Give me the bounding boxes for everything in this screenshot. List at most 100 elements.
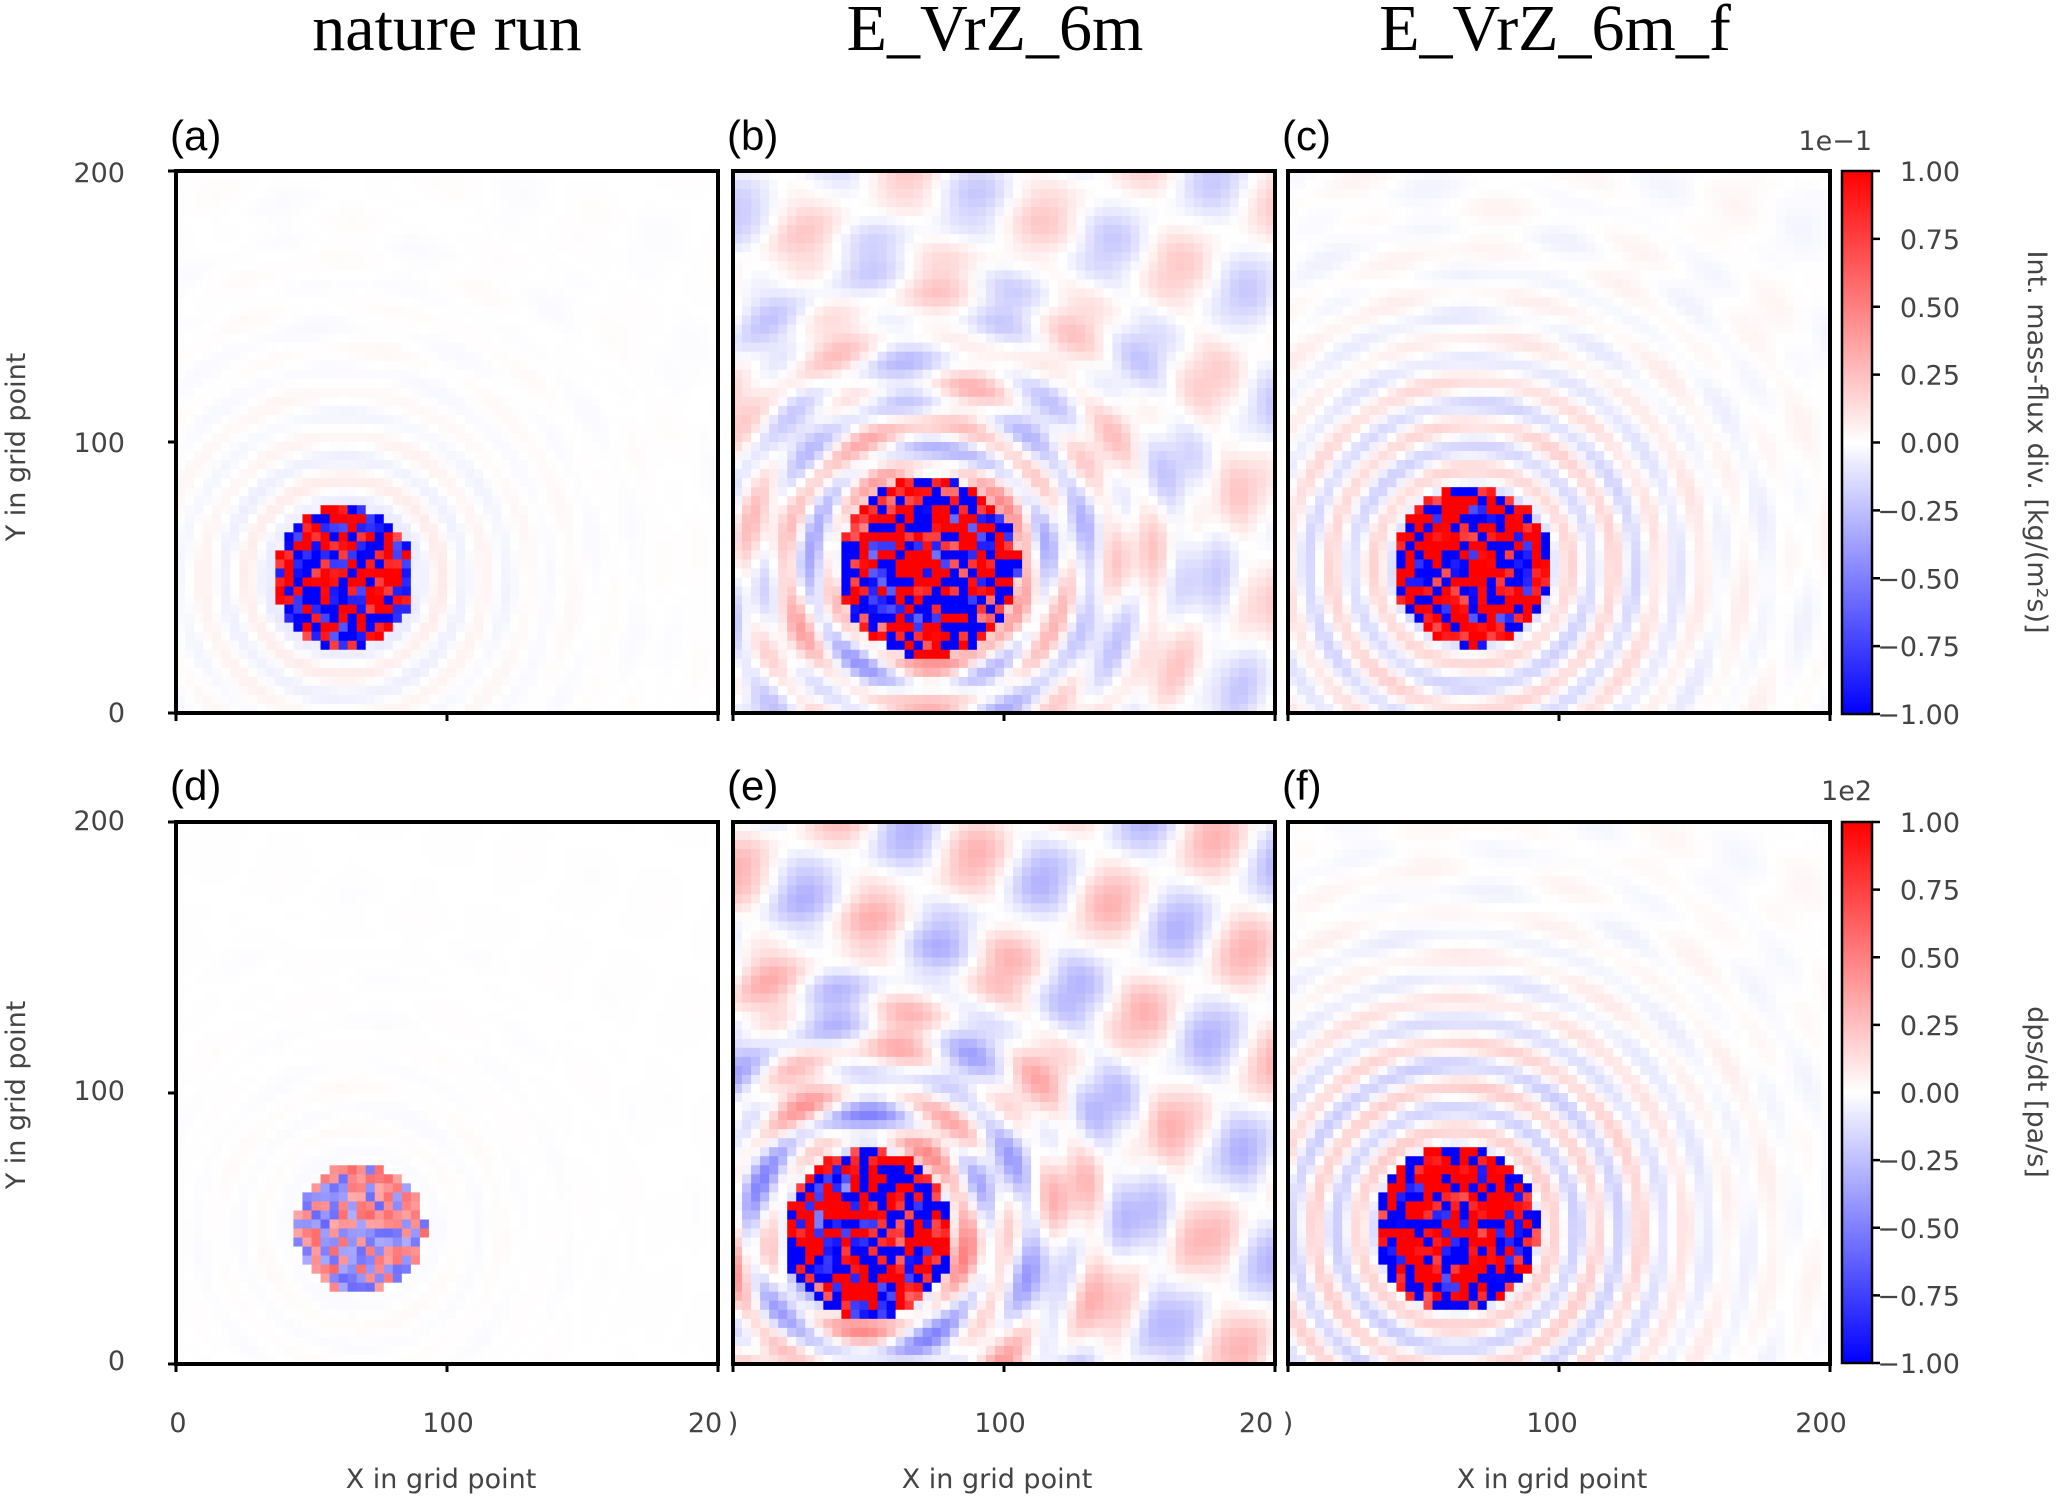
heatmap-cell [194,360,204,371]
heatmap-cell [528,649,538,660]
heatmap-cell [501,207,511,217]
heatmap-cell [1265,279,1276,290]
heatmap-cell [311,252,322,262]
heatmap-cell [221,676,231,687]
heatmap-cell [1067,360,1077,371]
heatmap-cell [329,360,340,371]
heatmap-cell [492,171,502,181]
heatmap-cell [895,261,906,271]
heatmap-cell [320,595,331,606]
heatmap-cell [501,496,511,506]
heatmap-cell [564,180,575,190]
heatmap-cell [510,613,520,624]
heatmap-cell [383,306,394,317]
heatmap-cell [365,577,376,588]
heatmap-cell [1139,189,1150,199]
heatmap-cell [1004,243,1014,253]
heatmap-cell [940,297,951,308]
heatmap-cell [501,559,511,570]
heatmap-cell [185,270,195,280]
heatmap-cell [1256,234,1267,244]
heatmap-cell [904,207,915,217]
heatmap-cell [239,297,249,308]
heatmap-cell [401,414,412,425]
heatmap-cell [778,234,788,244]
heatmap-cell [1247,207,1258,217]
heatmap-cell [203,496,213,506]
heatmap-cell [895,270,906,280]
heatmap-cell [474,252,484,262]
heatmap-cell [1202,333,1213,344]
heatmap-cell [976,261,987,271]
heatmap-cell [1040,333,1050,344]
heatmap-cell [1148,207,1159,217]
heatmap-cell [886,297,897,308]
heatmap-cell [365,568,376,579]
heatmap-cell [239,478,249,488]
heatmap-cell [663,288,674,299]
heatmap-cell [257,216,267,226]
heatmap-cell [293,550,304,561]
heatmap-cell [483,550,493,561]
heatmap-cell [663,432,674,443]
heatmap-cell [895,288,906,299]
heatmap-cell [555,279,566,290]
heatmap-cell [275,496,285,506]
heatmap-cell [347,414,358,425]
heatmap-cell [410,514,421,524]
heatmap-cell [636,676,647,687]
heatmap-cell [428,523,439,533]
heatmap-cell [239,487,249,497]
heatmap-cell [931,288,942,299]
heatmap-cell [699,171,710,181]
heatmap-cell [681,604,692,615]
heatmap-cell [239,577,249,588]
heatmap-cell [176,469,186,479]
heatmap-cell [302,351,313,362]
heatmap-cell [949,324,960,335]
heatmap-cell [519,469,529,479]
heatmap-cell [392,207,403,217]
heatmap-cell [437,613,448,624]
heatmap-cell [708,532,719,542]
heatmap-cell [886,288,897,299]
heatmap-cell [275,541,285,551]
heatmap-cell [419,216,430,226]
heatmap-cell [176,180,186,190]
heatmap-cell [447,640,457,651]
heatmap-cell [456,396,466,407]
heatmap-cell [365,306,376,317]
heatmap-cell [699,216,710,226]
heatmap-cell [465,451,475,461]
heatmap-cell [483,315,493,326]
heatmap-cell [663,541,674,551]
heatmap-cell [447,360,457,371]
heatmap-cell [212,460,222,470]
heatmap-cell [555,423,566,434]
heatmap-cell [338,667,349,678]
heatmap-cell [546,171,556,181]
heatmap-cell [501,243,511,253]
heatmap-cell [248,378,258,389]
heatmap-cell [609,243,620,253]
heatmap-cell [609,532,620,542]
heatmap-cell [347,460,358,470]
heatmap-cell [501,342,511,353]
heatmap-cell [1085,216,1095,226]
heatmap-cell [320,216,331,226]
heatmap-cell [645,432,656,443]
heatmap-cell [176,351,186,362]
heatmap-cell [1067,180,1077,190]
heatmap-cell [591,649,602,660]
heatmap-cell [877,297,888,308]
heatmap-cell [1139,261,1150,271]
heatmap-cell [447,667,457,678]
heatmap-cell [823,171,833,181]
heatmap-cell [1130,324,1141,335]
heatmap-cell [501,640,511,651]
heatmap-cell [690,306,701,317]
heatmap-cell [555,234,566,244]
heatmap-cell [690,469,701,479]
heatmap-cell [176,487,186,497]
heatmap-cell [600,496,611,506]
